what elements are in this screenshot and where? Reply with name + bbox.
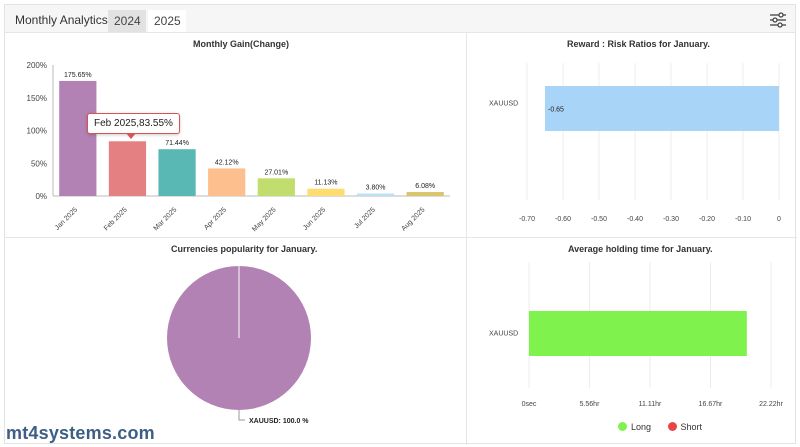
x-tick-label: 11.11hr [639,401,662,408]
bar-value-label: 3.80% [366,185,386,192]
x-tick-label: 0sec [522,401,537,408]
x-tick-label: -0.50 [591,216,607,223]
legend-swatch-short [667,422,677,431]
x-tick-label: -0.20 [699,216,715,223]
x-tick-label: Mar 2025 [153,206,179,232]
x-tick-label: -0.40 [627,216,643,223]
currencies-popularity-title: Currencies popularity for January. [171,244,318,254]
bar-value-label: 71.44% [165,140,189,147]
header-bar: Monthly Analytics 2024 2025 [5,5,795,33]
tab-2024[interactable]: 2024 [108,10,146,32]
y-category-label: XAUUSD [489,101,518,108]
holding-time-chart: 0sec 5.56hr 11.11hr 16.67hr 22.22hr XAUUSD [489,262,784,408]
x-tick-label: Jun 2025 [302,206,327,231]
x-tick-label: -0.10 [735,216,751,223]
panel-divider-horizontal [5,237,797,238]
bar-jun-2025 [307,188,345,196]
y-tick-label: 0% [35,192,47,201]
pie-slice-label: XAUUSD: 100.0 % [249,418,309,425]
legend-item-short[interactable]: Short [667,422,703,432]
legend-label-short: Short [680,422,703,432]
x-tick-label: Feb 2025 [103,206,129,232]
reward-risk-title: Reward : Risk Ratios for January. [567,39,710,49]
page-title: Monthly Analytics [15,13,108,27]
bar-mar-2025 [158,149,196,196]
bar-value-label: 42.12% [215,159,239,166]
holding-time-legend: Long Short [618,422,716,432]
legend-swatch-long [618,422,627,431]
bar-may-2025 [257,178,295,196]
x-tick-label: 22.22hr [759,401,783,408]
x-tick-label: 16.67hr [699,401,723,408]
x-tick-label: Apr 2025 [203,206,228,231]
x-tick-label: -0.70 [519,216,535,223]
monthly-gain-chart: 0% 50% 100% 150% 200% 175.65% Jan 2025 Feb 2025… [27,61,450,233]
currencies-pie-chart: XAUUSD: 100.0 % [167,266,311,425]
reward-risk-chart: -0.70 -0.60 -0.50 -0.40 -0.30 -0.20 -0.10 0 -0.6… [489,63,781,223]
bar-apr-2025 [208,168,246,196]
bar-value-label: 11.13% [314,180,337,187]
x-tick-label: -0.30 [663,216,679,223]
bar-value-label: 27.01% [264,169,288,176]
panel-divider-vertical [466,33,467,445]
holding-time-title: Average holding time for January. [568,244,713,254]
y-tick-label: 50% [31,159,47,168]
monthly-gain-title: Monthly Gain(Change) [193,39,289,49]
legend-label-long: Long [631,422,652,432]
bar-feb-2025 [108,141,147,196]
bar-value-label: 6.08% [415,183,435,190]
y-category-label: XAUUSD [489,331,518,338]
bar-jul-2025 [356,193,395,196]
y-tick-label: 150% [27,94,47,103]
chart-tooltip: Feb 2025,83.55% [87,113,180,139]
x-tick-label: 0 [777,216,781,223]
site-watermark: mt4systems.com [6,423,155,443]
bar-long-xauusd [529,311,747,356]
pie-label-leader [238,410,245,421]
bar-aug-2025 [406,192,444,196]
analytics-window: Monthly Analytics 2024 2025 Monthly Gain… [4,4,797,445]
y-tick-label: 100% [27,127,47,136]
bar-jan-2025 [59,80,97,196]
bar-value-label: -0.65 [548,107,564,114]
x-tick-label: -0.60 [555,216,571,223]
tab-2025[interactable]: 2025 [148,10,186,32]
x-tick-label: Jan 2025 [54,206,79,231]
x-tick-label: Aug 2025 [400,206,426,232]
sliders-icon[interactable] [769,12,787,28]
y-tick-label: 200% [27,61,47,70]
x-tick-label: May 2025 [251,206,278,233]
x-tick-label: Jul 2025 [353,206,377,230]
bar-xauusd [545,86,779,131]
bar-value-label: 175.65% [64,72,92,79]
legend-item-long[interactable]: Long [618,422,654,432]
x-tick-label: 5.56hr [580,401,601,408]
